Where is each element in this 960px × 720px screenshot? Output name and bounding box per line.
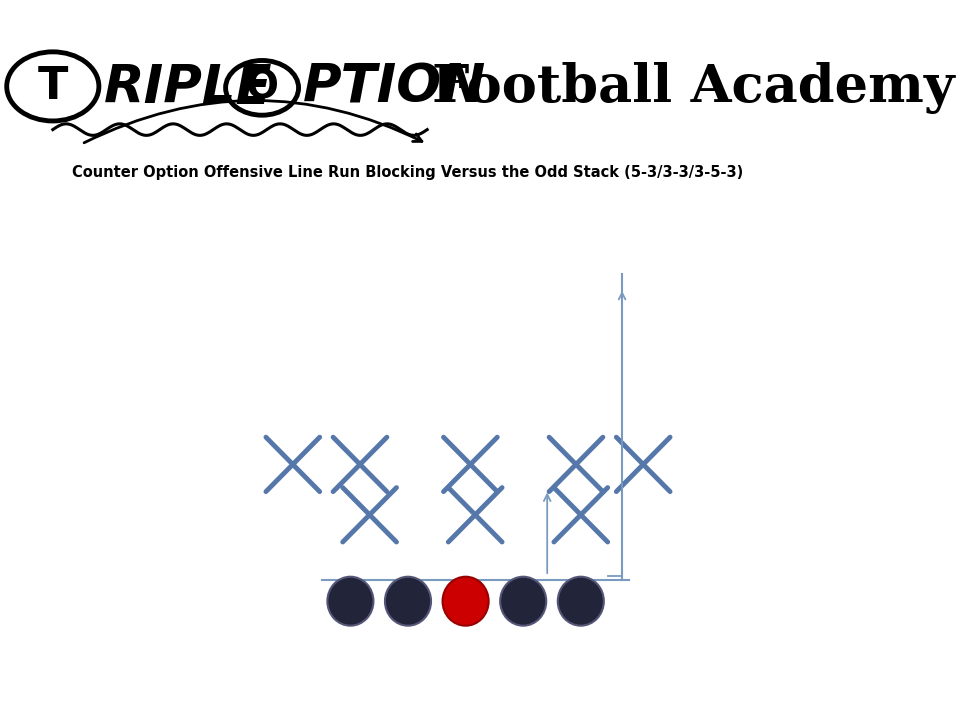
Ellipse shape (443, 577, 489, 626)
Text: O: O (246, 69, 278, 107)
Text: Football Academy: Football Academy (432, 62, 954, 114)
Ellipse shape (558, 577, 604, 626)
Text: RIPLE: RIPLE (104, 62, 273, 114)
Text: PTION: PTION (302, 62, 486, 114)
Text: T: T (37, 65, 68, 108)
Text: Counter Option Offensive Line Run Blocking Versus the Odd Stack (5-3/3-3/3-5-3): Counter Option Offensive Line Run Blocki… (72, 166, 743, 180)
Ellipse shape (327, 577, 373, 626)
Ellipse shape (500, 577, 546, 626)
Ellipse shape (385, 577, 431, 626)
